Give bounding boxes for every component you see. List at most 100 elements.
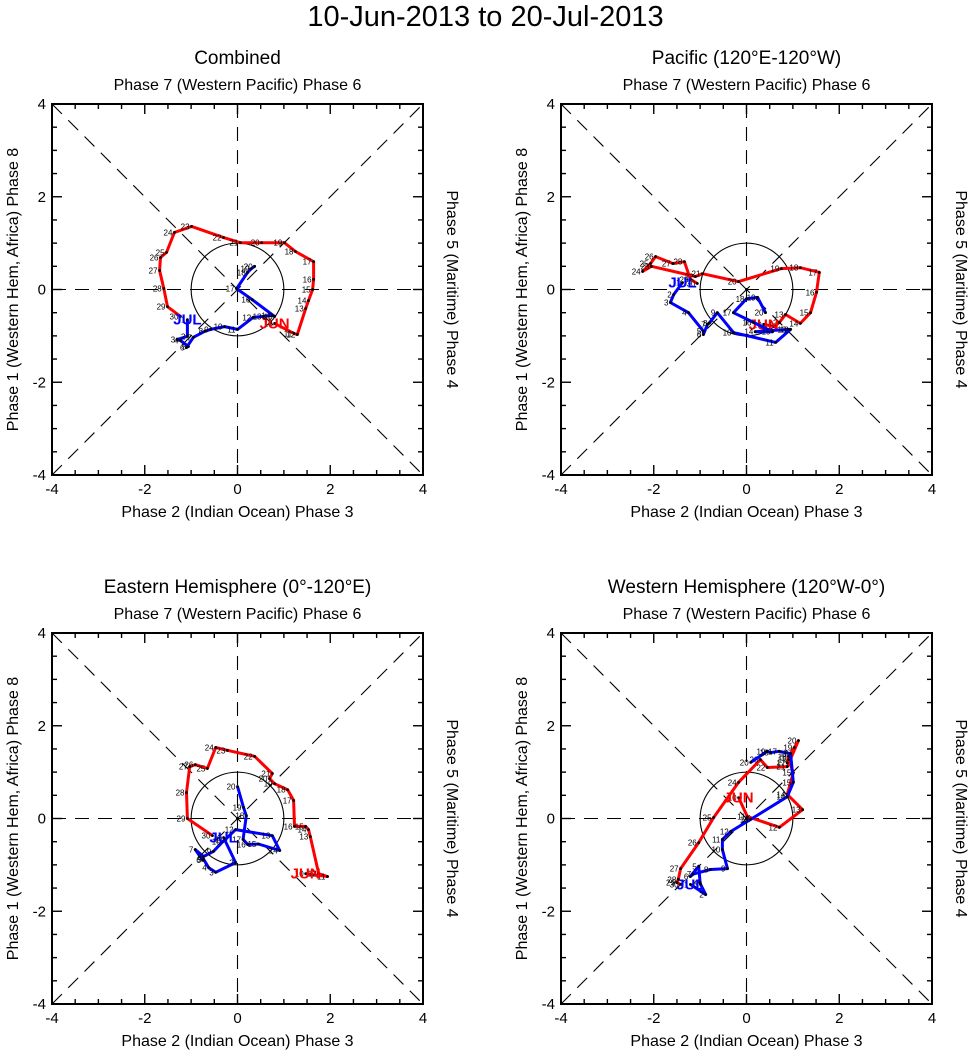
day-point (158, 269, 161, 272)
day-point (688, 882, 692, 886)
day-point (682, 260, 686, 264)
day-point (286, 788, 289, 792)
day-point (701, 329, 705, 333)
day-label: 5 (697, 327, 702, 336)
day-label: 12 (308, 870, 317, 879)
day-label: 19 (273, 239, 282, 248)
day-point (769, 751, 773, 755)
day-label: 11 (215, 835, 224, 844)
y-tick-label: -4 (542, 996, 555, 1013)
day-point (695, 282, 699, 285)
day-point (654, 255, 658, 258)
y-tick-label: -2 (542, 374, 555, 391)
day-label: 11 (737, 813, 746, 822)
day-label: 19 (241, 265, 250, 274)
y-tick-label: 2 (38, 189, 46, 206)
day-point (697, 841, 701, 845)
day-point (282, 241, 286, 245)
day-label: 13 (299, 833, 308, 842)
day-point (173, 231, 176, 234)
day-label: 25 (196, 764, 205, 773)
day-label: 28 (153, 285, 162, 294)
x-tick-label: -4 (45, 1010, 58, 1027)
day-label: 28 (673, 258, 682, 267)
day-label: 11 (765, 338, 774, 347)
day-label: 20 (251, 239, 260, 248)
day-point (179, 339, 182, 342)
day-label: 6 (180, 343, 185, 352)
day-label: 21 (261, 770, 270, 779)
y-tick-label: 0 (38, 282, 46, 299)
day-label: 14 (776, 790, 785, 799)
day-label: 9 (204, 325, 209, 334)
panel-title: Combined (194, 48, 281, 69)
day-label: 30 (202, 832, 211, 841)
day-point (785, 765, 789, 768)
day-point (188, 765, 192, 768)
day-label: 11 (284, 330, 293, 339)
x-tick-label: 2 (326, 481, 334, 498)
day-point (784, 313, 787, 316)
day-label: 16 (743, 318, 752, 327)
ref-line-antidiagonal (560, 103, 933, 476)
day-label: 16 (303, 275, 312, 284)
day-label: 15 (782, 778, 791, 787)
day-point (211, 834, 214, 838)
day-point (687, 311, 690, 315)
day-label: 7 (687, 870, 692, 879)
day-label: 18 (277, 786, 286, 795)
x-tick-label: 2 (835, 481, 843, 498)
day-label: 29 (157, 303, 166, 312)
bottom-axis-label: Phase 2 (Indian Ocean) Phase 3 (630, 1033, 862, 1050)
day-point (641, 270, 645, 273)
day-point (225, 748, 229, 752)
day-point (756, 295, 760, 299)
day-point (785, 761, 789, 765)
x-tick-label: 4 (928, 1010, 936, 1027)
day-point (186, 817, 189, 820)
y-tick-label: 4 (38, 625, 46, 642)
day-point (211, 850, 215, 853)
day-point (777, 749, 781, 753)
day-point (701, 333, 705, 336)
day-point (688, 277, 692, 281)
day-label: 7 (187, 333, 192, 342)
day-point (676, 877, 680, 881)
day-point (759, 758, 762, 762)
day-label: 24 (164, 228, 173, 237)
day-point (312, 260, 315, 264)
bottom-axis-label: Phase 2 (Indian Ocean) Phase 3 (630, 504, 862, 521)
day-label: 11 (712, 835, 721, 844)
day-label: 12 (286, 330, 295, 339)
day-label: 25 (156, 248, 165, 257)
day-label: 28 (176, 789, 185, 798)
day-point (222, 236, 225, 239)
day-label: 2 (667, 291, 672, 300)
day-point (691, 872, 695, 876)
day-point (797, 739, 800, 742)
day-point (774, 340, 778, 344)
y-tick-label: 2 (547, 189, 555, 206)
y-tick-label: 2 (38, 718, 46, 735)
day-point (791, 780, 795, 784)
day-label: 30 (686, 279, 695, 288)
y-tick-label: -2 (33, 374, 46, 391)
day-point (753, 330, 757, 334)
day-label: 5 (197, 855, 202, 864)
day-point (704, 893, 708, 896)
day-label: 16 (780, 750, 789, 759)
day-point (270, 834, 274, 838)
month-label-jun: JUN (291, 866, 321, 883)
day-label: 27 (179, 763, 188, 772)
day-point (304, 307, 308, 310)
day-point (273, 314, 276, 318)
day-label: 1 (181, 316, 186, 325)
x-tick-label: 4 (419, 481, 427, 498)
figure-title: 10-Jun-2013 to 20-Jul-2013 (307, 1, 664, 33)
day-label: 9 (721, 865, 726, 874)
x-tick-label: 4 (928, 481, 936, 498)
day-point (193, 763, 197, 767)
